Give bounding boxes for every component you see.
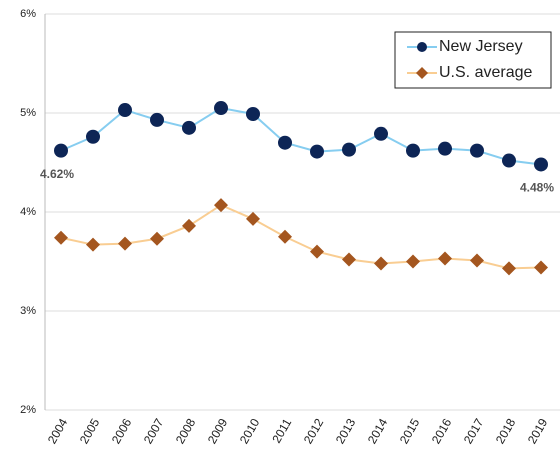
marker: [406, 143, 420, 158]
marker: [118, 103, 132, 118]
x-tick-label: 2014: [365, 416, 391, 446]
legend-label: New Jersey: [439, 38, 523, 55]
x-tick-label: 2015: [397, 416, 423, 446]
marker: [246, 211, 260, 226]
marker: [502, 153, 516, 168]
marker: [86, 129, 100, 144]
legend-marker: [417, 42, 427, 52]
marker: [150, 231, 164, 246]
marker: [534, 260, 548, 275]
marker: [86, 237, 100, 252]
series-line: [60, 203, 542, 270]
x-tick-label: 2007: [141, 416, 167, 446]
legend-label: U.S. average: [439, 64, 532, 81]
marker: [534, 157, 548, 172]
marker: [182, 120, 196, 135]
x-tick-label: 2012: [301, 416, 327, 446]
marker: [182, 218, 196, 233]
y-tick-label: 5%: [20, 107, 36, 119]
series-line: [60, 106, 542, 166]
marker: [278, 135, 292, 150]
marker: [470, 143, 484, 158]
marker: [438, 141, 452, 156]
marker: [54, 230, 68, 245]
marker: [342, 142, 356, 157]
x-tick-label: 2008: [173, 416, 199, 446]
legend-marker: [416, 67, 428, 79]
data-label: 4.48%: [520, 181, 554, 195]
y-tick-label: 2%: [20, 404, 36, 416]
marker: [310, 244, 324, 259]
x-tick-label: 2019: [525, 416, 551, 446]
marker: [278, 229, 292, 244]
marker: [54, 143, 68, 158]
x-tick-label: 2009: [205, 416, 231, 446]
marker: [374, 126, 388, 141]
marker: [150, 112, 164, 127]
x-tick-label: 2011: [269, 416, 294, 446]
data-label: 4.62%: [40, 167, 74, 181]
y-tick-label: 4%: [20, 206, 36, 218]
marker: [502, 261, 516, 276]
marker: [374, 256, 388, 271]
x-tick-label: 2004: [45, 416, 71, 446]
marker: [118, 236, 132, 251]
x-tick-label: 2016: [429, 416, 455, 446]
legend-box: [394, 31, 552, 89]
marker: [214, 198, 228, 213]
x-tick-label: 2006: [109, 416, 135, 446]
marker: [342, 252, 356, 267]
x-tick-label: 2018: [493, 416, 519, 446]
marker: [214, 101, 228, 116]
x-tick-label: 2005: [77, 416, 103, 446]
marker: [246, 106, 260, 121]
marker: [310, 144, 324, 159]
y-tick-label: 3%: [20, 305, 36, 317]
marker: [438, 251, 452, 266]
x-tick-label: 2013: [333, 416, 359, 446]
y-tick-label: 6%: [20, 8, 36, 20]
marker: [470, 253, 484, 268]
x-tick-label: 2017: [461, 416, 487, 446]
marker: [406, 254, 420, 269]
x-tick-label: 2010: [237, 416, 263, 446]
